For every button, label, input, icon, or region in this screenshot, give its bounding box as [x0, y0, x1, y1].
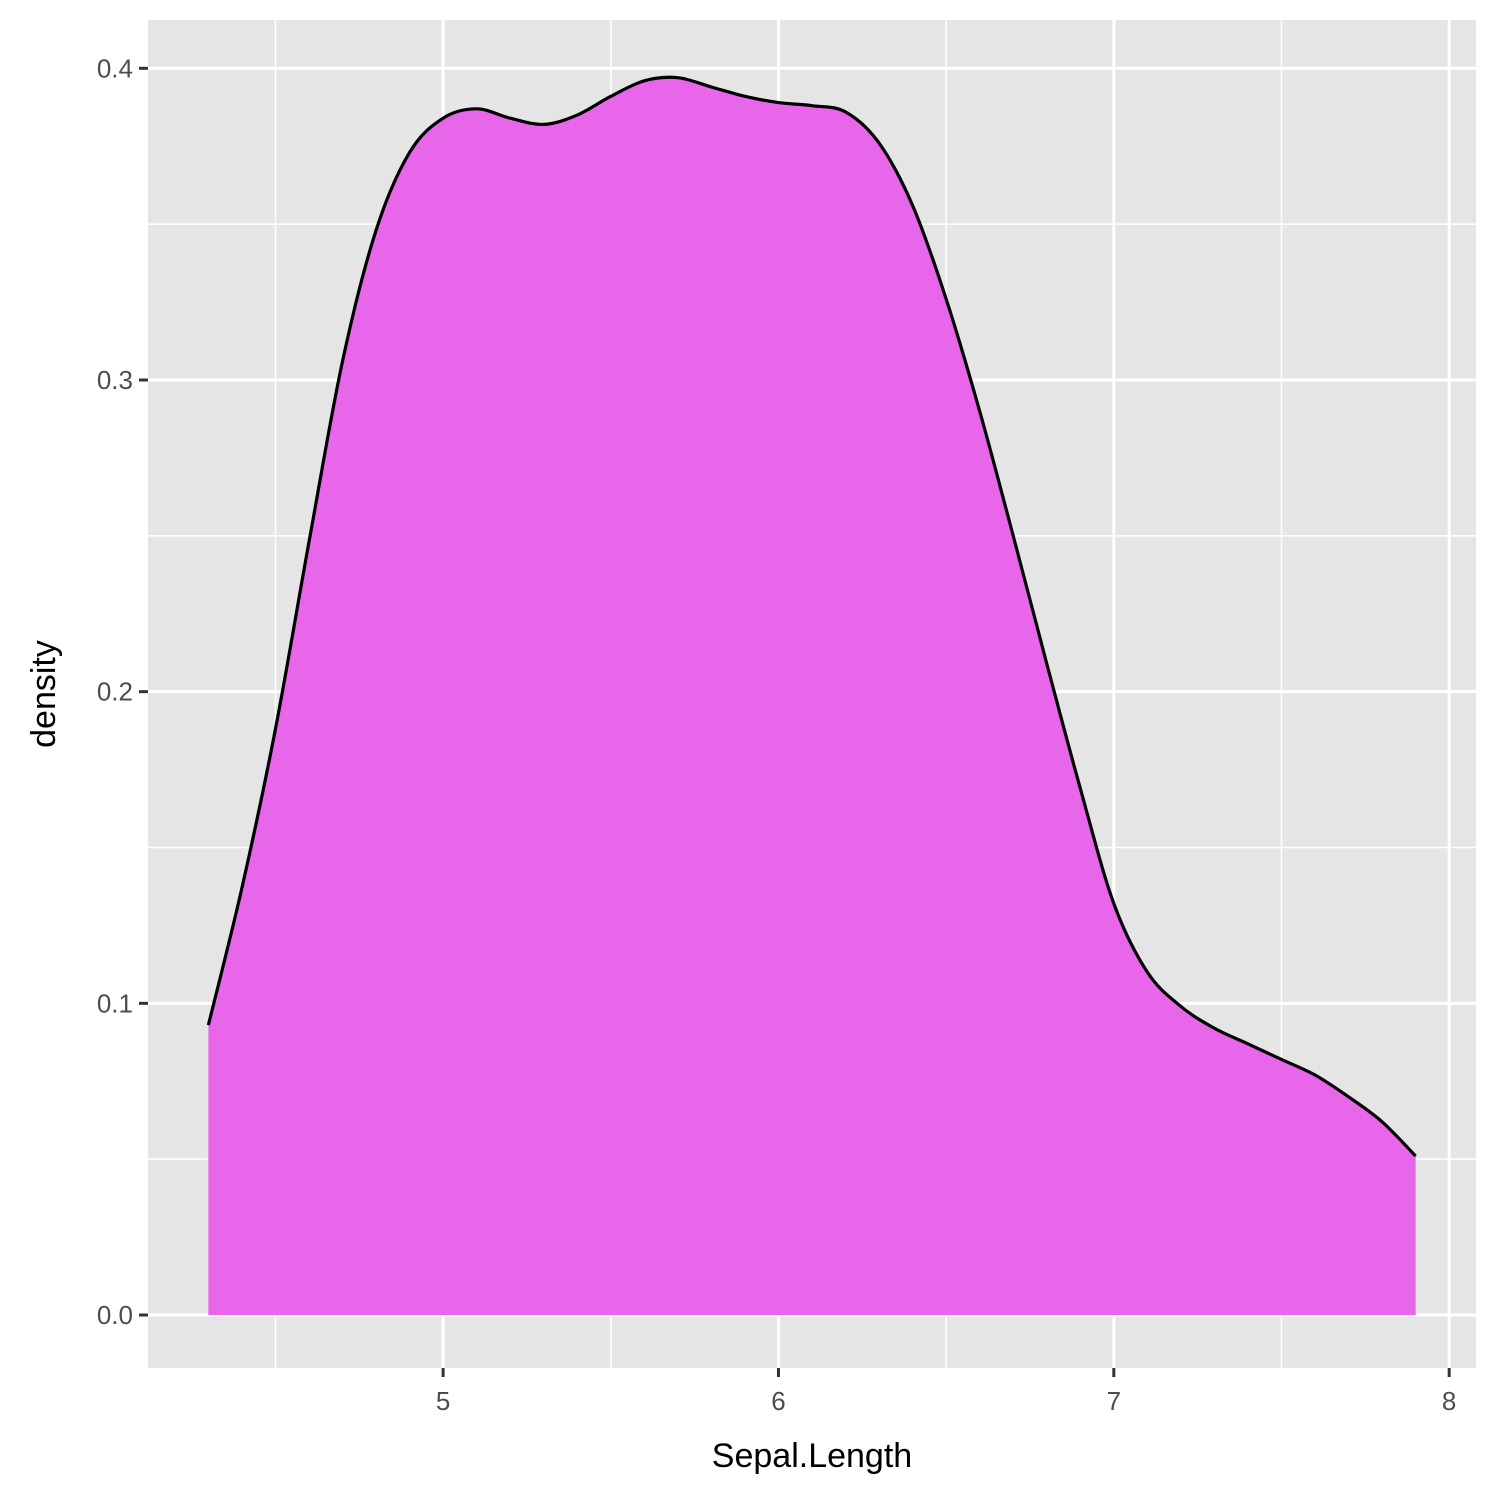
density-area	[208, 77, 1416, 1316]
y-axis: 0.0 0.1 0.2 0.3 0.4	[97, 53, 148, 1330]
x-tick-label-1: 6	[771, 1386, 785, 1416]
x-tick-label-0: 5	[436, 1386, 450, 1416]
x-tick-label-3: 8	[1442, 1386, 1456, 1416]
y-axis-title: density	[25, 640, 63, 748]
y-tick-label-1: 0.1	[97, 988, 133, 1018]
y-tick-label-0: 0.0	[97, 1300, 133, 1330]
y-tick-label-2: 0.2	[97, 677, 133, 707]
y-tick-label-3: 0.3	[97, 365, 133, 395]
x-axis: 5 6 7 8	[436, 1368, 1456, 1416]
density-line	[206, 75, 1417, 1158]
x-axis-title: Sepal.Length	[712, 1437, 912, 1475]
x-tick-label-2: 7	[1107, 1386, 1121, 1416]
y-tick-label-4: 0.4	[97, 53, 133, 83]
